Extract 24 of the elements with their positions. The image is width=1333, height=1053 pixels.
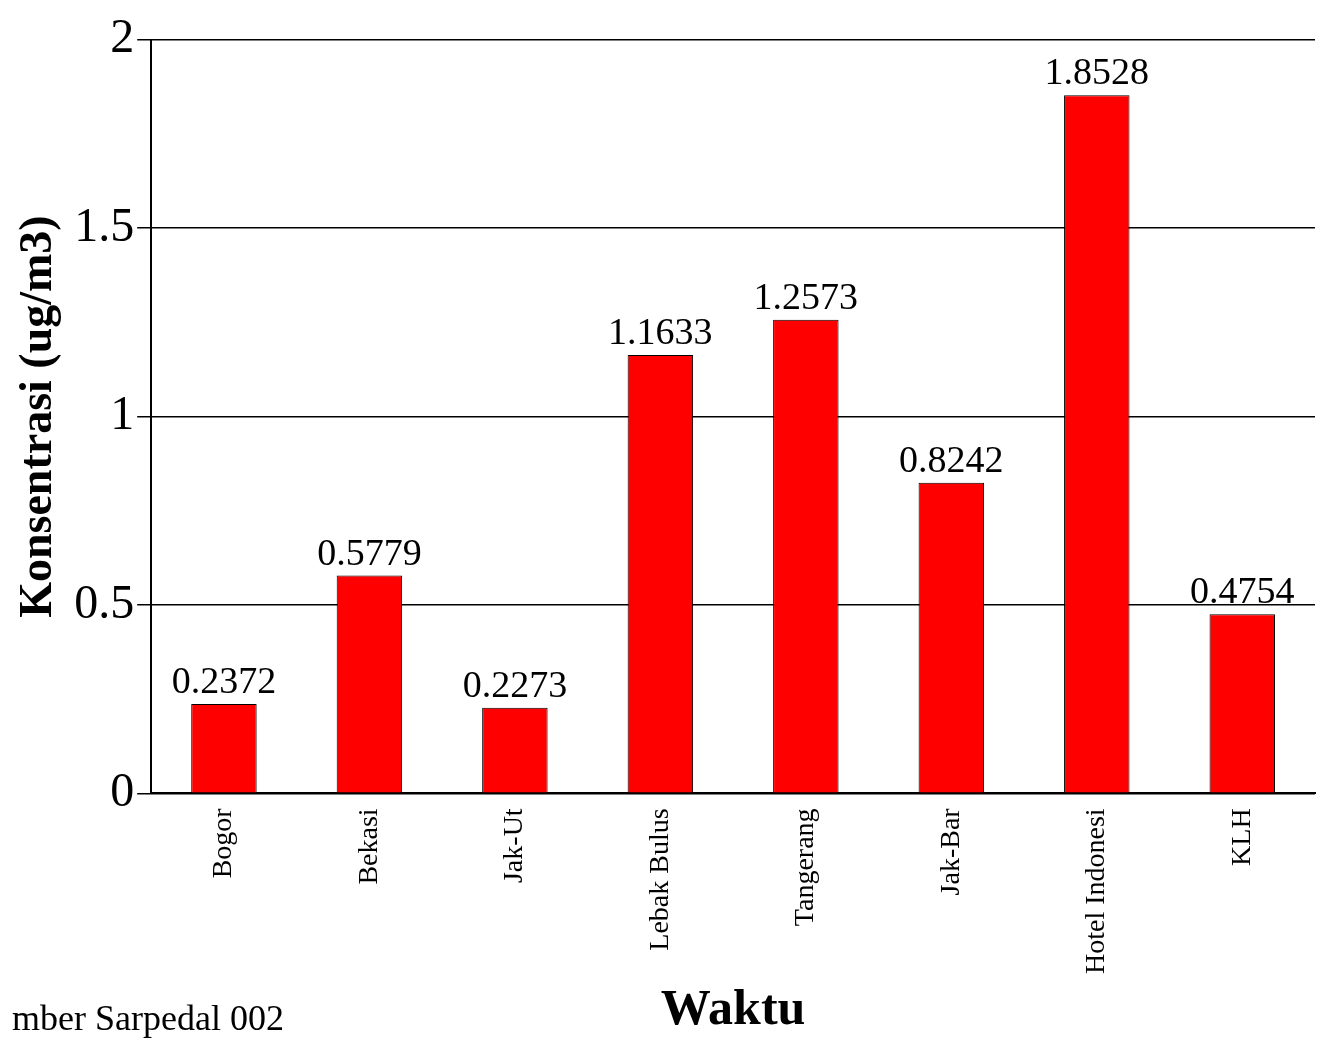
data-label: 1.1633 xyxy=(608,310,713,353)
text: mber Sarpedal 002 xyxy=(12,998,284,1039)
data-label: 1.2573 xyxy=(753,274,859,317)
data-label: 0.4754 xyxy=(1190,569,1295,612)
x-tick-label: Jak-Ut xyxy=(497,808,529,884)
x-tick-label: KLH xyxy=(1224,808,1256,866)
x-tick-label: Hotel Indonesi xyxy=(1079,808,1111,975)
x-tick-label: Bogor xyxy=(206,807,238,879)
data-label: 0.5779 xyxy=(317,530,422,573)
y-tick-label: 1.5 xyxy=(74,197,135,251)
x-tick-label: Bekasi xyxy=(351,808,383,885)
data-label: 0.8242 xyxy=(899,437,1004,480)
y-tick-label: 2 xyxy=(110,9,135,63)
data-label: 0.2273 xyxy=(462,662,568,705)
y-tick-label: 0 xyxy=(110,762,135,816)
y-tick-label: 1 xyxy=(110,386,135,440)
y-axis-title: Konsentrasi (ug/m3) xyxy=(10,215,62,618)
x-tick-label: Tangerang xyxy=(788,808,820,927)
data-label: 1.8528 xyxy=(1044,50,1150,93)
data-label: 0.2372 xyxy=(171,658,277,701)
x-axis-title: Waktu xyxy=(660,978,806,1035)
x-tick-label: Lebak Bulus xyxy=(642,808,674,951)
y-tick-label: 0.5 xyxy=(74,574,135,628)
x-tick-label: Jak-Bar xyxy=(933,807,965,896)
